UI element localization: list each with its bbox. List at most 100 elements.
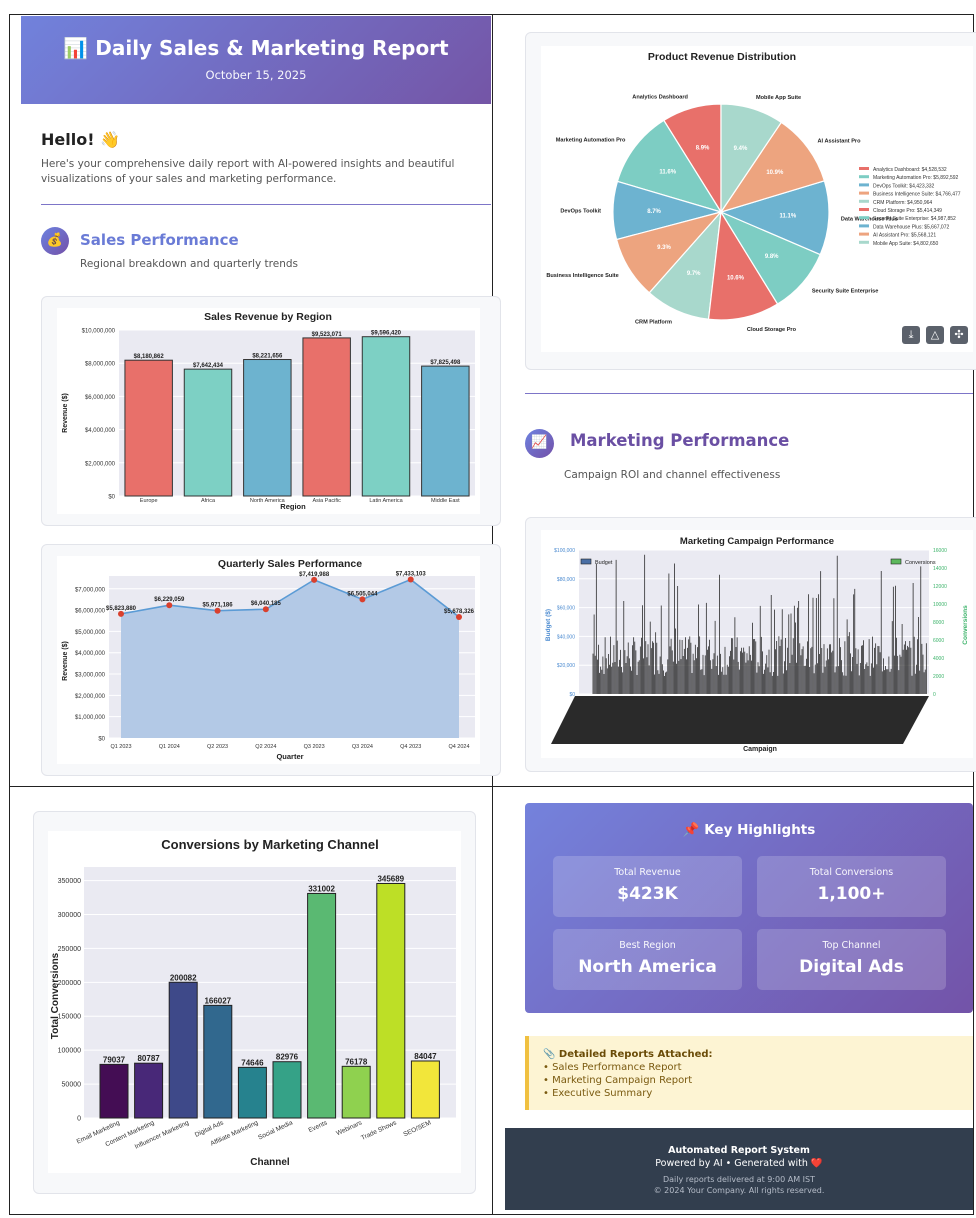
stat-label: Total Revenue [614, 867, 681, 878]
y2-tick-label: 8000 [933, 620, 944, 626]
slice-label: Data Warehouse Plus [841, 217, 898, 223]
data-point [407, 576, 414, 583]
stat-value: North America [578, 957, 717, 977]
chart-box-campaign: $0 $20,000 $40,000 $60,000 $80,000 $100,000 0 2… [541, 530, 973, 758]
x-tick-label: Middle East [431, 498, 460, 504]
y-axis-label: Total Conversions [50, 952, 61, 1039]
point-value-label: $5,678,326 [444, 609, 475, 615]
grid-border-bottom [9, 1214, 974, 1215]
x-tick-label: Asia Pacific [312, 498, 341, 504]
bar [134, 1062, 164, 1119]
legend-label: Analytics Dashboard: $4,528,532 [873, 167, 947, 173]
section-divider-2 [525, 393, 973, 394]
x-tick-label: Events [307, 1119, 329, 1134]
x-tick-label: North America [250, 498, 286, 504]
x-tick-label: SEO/SEM [402, 1119, 432, 1138]
y2-tick-label: 10000 [933, 602, 947, 608]
bar-value-label: 74646 [241, 1058, 264, 1067]
chart-title: Quarterly Sales Performance [218, 558, 362, 570]
chart-title: Conversions by Marketing Channel [161, 837, 378, 852]
slice-label: Cloud Storage Pro [747, 327, 797, 333]
bar [410, 1060, 440, 1119]
bar-value-label: 84047 [414, 1052, 437, 1061]
point-value-label: $6,229,059 [154, 597, 185, 603]
y2-tick-label: 2000 [933, 674, 944, 680]
slice-label: Analytics Dashboard [632, 95, 688, 101]
footer-delivery-note: Daily reports delivered at 9:00 AM IST [662, 1175, 816, 1184]
chart-box-pie: Product Revenue Distribution 8.9% Analytic… [541, 46, 973, 352]
drive-icon[interactable]: △ [926, 326, 944, 344]
y-tick-label: $60,000 [557, 606, 575, 612]
chart-box-region: $0 $2,000,000 $4,000,000 $6,000,000 $8,000,0… [57, 308, 480, 514]
y-tick-label: $80,000 [557, 577, 575, 583]
y-tick-label: 100000 [58, 1048, 81, 1055]
x-tick-label: Q3 2023 [304, 744, 325, 750]
legend-swatch [859, 199, 869, 203]
y-tick-label: $4,000,000 [85, 428, 116, 434]
bar [183, 368, 233, 497]
quarterly-sales-chart: $0 $1,000,000 $2,000,000 $3,000,000 $4,000,0… [62, 558, 475, 761]
y-tick-label: $8,000,000 [85, 362, 116, 368]
y2-axis-label: Conversions [962, 605, 969, 645]
grid-border-top [9, 14, 974, 15]
bar-value-label: 76178 [345, 1057, 368, 1066]
marketing-section-title: Marketing Performance [570, 431, 790, 450]
bar-value-label: 79037 [103, 1055, 126, 1064]
x-tick-label: Africa [201, 498, 216, 504]
legend-label: Budget [595, 560, 613, 566]
data-point [311, 576, 318, 583]
y2-tick-label: 16000 [933, 548, 947, 554]
legend-label: Mobile App Suite: $4,802,650 [873, 241, 939, 247]
stat-total-conversions: Total Conversions 1,100+ [757, 856, 946, 917]
slice-label: Marketing Automation Pro [556, 137, 626, 143]
point-value-label: $6,505,044 [347, 591, 378, 597]
legend-label: AI Assistant Pro: $5,568,121 [873, 233, 936, 239]
chart-increasing-icon: 📈 [525, 429, 554, 458]
bar-value-label: $9,523,071 [312, 332, 343, 338]
x-tick-label: Q4 2023 [400, 744, 421, 750]
legend-label: Security Suite Enterprise: $4,987,852 [873, 216, 956, 222]
key-highlights-panel: 📌 Key Highlights Total Revenue $423K Tot… [525, 803, 973, 1013]
y2-tick-label: 14000 [933, 566, 947, 572]
slice-percent-label: 8.7% [647, 209, 661, 215]
legend-label: Marketing Automation Pro: $5,892,592 [873, 175, 959, 181]
campaign-bars [592, 554, 927, 694]
pie-slice [616, 119, 723, 214]
bar-value-label: $7,642,434 [193, 363, 224, 369]
legend-swatch [859, 216, 869, 220]
y-tick-label: $7,000,000 [75, 587, 106, 593]
attachment-item[interactable]: • Executive Summary [543, 1088, 653, 1099]
slice-label: CRM Platform [635, 320, 672, 326]
report-title: 📊 Daily Sales & Marketing Report [63, 36, 449, 60]
x-tick-label: Social Media [257, 1119, 294, 1141]
x-axis-label: Region [280, 502, 306, 511]
plot-area [579, 550, 929, 694]
y-tick-label: 300000 [58, 912, 81, 919]
attachment-item[interactable]: • Sales Performance Report [543, 1062, 682, 1073]
stat-label: Top Channel [822, 940, 881, 951]
y-tick-label: $6,000,000 [85, 395, 116, 401]
slice-label: DevOps Toolkit [560, 208, 601, 214]
pie-slice [720, 103, 783, 214]
bar [237, 1066, 267, 1119]
slice-percent-label: 8.9% [696, 146, 710, 152]
share-icon[interactable]: ✣ [950, 326, 968, 344]
attachment-item[interactable]: • Marketing Campaign Report [543, 1075, 693, 1086]
stat-value: Digital Ads [799, 957, 904, 977]
bar-value-label: 200082 [170, 973, 197, 982]
download-icon[interactable]: ⤓ [902, 326, 920, 344]
series-line [120, 578, 460, 618]
chart-title: Marketing Campaign Performance [680, 536, 834, 547]
y-tick-label: $4,000,000 [75, 651, 106, 657]
legend-swatch [859, 191, 869, 195]
region-revenue-chart: $0 $2,000,000 $4,000,000 $6,000,000 $8,000,0… [62, 311, 475, 511]
pie-slice [719, 121, 826, 214]
legend-swatch [859, 232, 869, 236]
bar [302, 337, 351, 497]
legend-swatch [859, 208, 869, 211]
legend-label: Cloud Storage Pro: $5,414,349 [873, 208, 942, 214]
bar [203, 1004, 233, 1119]
stat-value: $423K [617, 884, 678, 904]
x-tick-label: Q1 2023 [110, 744, 131, 750]
legend-swatch [890, 558, 902, 565]
